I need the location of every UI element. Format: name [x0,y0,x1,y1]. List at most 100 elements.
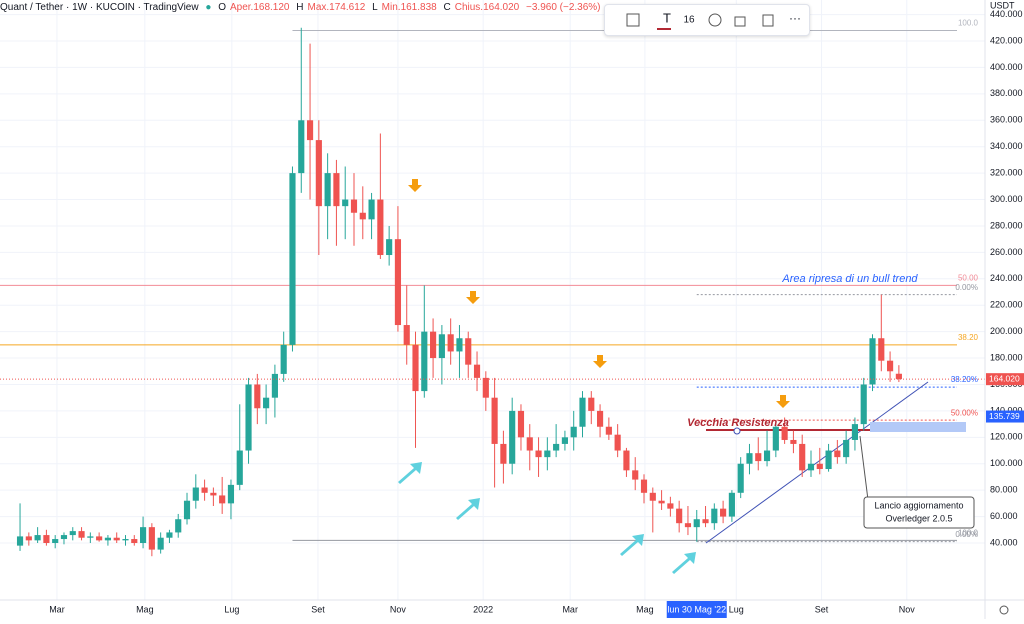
trend-line [705,381,929,544]
candle-body [676,508,683,524]
x-tick-label: Set [311,604,325,614]
y-tick-label: 400.000 [990,62,1023,72]
candle-body [834,450,841,458]
candle-body [227,484,235,504]
drawing-toolbar: T 16 ··· [604,4,810,36]
up-arrow [620,534,644,556]
candle-body [69,531,76,536]
candle-body [649,492,656,501]
level-label: 100.0 [958,19,979,28]
candle-body [711,508,718,524]
highlight-zone [870,422,966,432]
candle-body [271,373,278,398]
ohlc-high: Max.174.612 [307,2,366,13]
candle-body [377,199,384,256]
price-tag [986,373,1024,386]
candle-body [87,536,94,538]
candle-body [254,384,261,409]
candle-body [702,519,709,524]
text-icon[interactable]: T [663,10,671,25]
candle-body [113,537,120,541]
candle-body [104,537,111,541]
candle-body [438,334,445,359]
candle-body [851,424,859,440]
annotation: Vecchia Resistenza [687,417,789,429]
level-label: 50.00% [951,408,978,417]
font-size[interactable]: 16 [683,15,695,26]
settings-icon[interactable] [708,13,722,27]
y-tick-label: 120.000 [990,432,1023,442]
y-tick-label: 420.000 [990,35,1023,45]
candle-body [236,450,243,485]
level-label: 0.00% [955,530,978,539]
y-tick-label: 200.000 [990,326,1023,336]
x-tick-label: Lug [224,604,239,614]
candle-body [737,463,744,493]
candle-body [359,212,366,220]
candle-body [596,410,604,427]
down-arrow [593,355,607,368]
candle-body [755,453,762,462]
ohlc-key: C [443,2,451,13]
candle-body [183,500,191,520]
price-tag-label: 164.020 [989,373,1020,383]
y-tick-label: 360.000 [990,115,1023,125]
y-tick-label: 280.000 [990,220,1023,230]
candle-body [526,437,533,451]
candles [0,27,985,557]
candle-body [298,120,305,174]
lock-icon[interactable] [734,16,746,27]
level-label: 50.00 [958,274,979,283]
candle-body [746,453,753,464]
candle-body [667,503,674,509]
candle-body [210,492,217,496]
more-icon[interactable]: ··· [789,11,801,25]
candle-body [473,364,481,378]
header: Quant / Tether · 1W · KUCOIN · TradingVi… [0,2,605,13]
ohlc-close: Chius.164.020 [454,2,520,13]
settings-icon[interactable] [999,605,1009,615]
candle-body [887,360,894,372]
candle-body [175,519,182,533]
down-arrow [776,395,790,408]
crosshair-tag [666,601,727,618]
candle-body [579,397,586,427]
candle-body [825,450,832,470]
candle-body [324,173,331,207]
candle-body [491,397,498,444]
candle-body [720,508,727,517]
candle-body [869,338,876,385]
x-tick-label: Nov [390,604,407,614]
y-tick-label: 300.000 [990,194,1023,204]
candle-body [632,470,639,480]
delete-icon[interactable] [762,14,774,27]
annotation: Lancio aggiornamento [874,500,963,510]
down-arrow [466,291,480,304]
y-tick-label: 240.000 [990,273,1023,283]
candle-body [412,344,419,392]
group-icon[interactable] [626,13,640,27]
x-tick-label: Nov [899,604,916,614]
down-arrow [408,179,422,192]
y-tick-label: 340.000 [990,141,1023,151]
candle-body [465,338,472,365]
candle-body [192,487,199,501]
x-tick-label: Mar [562,604,578,614]
candle-body [333,173,340,207]
y-tick-label: 380.000 [990,88,1023,98]
candle-body [386,239,393,256]
candle-body [693,519,700,528]
candle-body [289,173,296,345]
candle-body [500,443,507,464]
candle-body [658,500,665,504]
ohlc-change: −3.960 (−2.36%) [526,2,601,13]
candle-body [166,532,173,538]
candle-body [843,439,850,458]
candle-body [25,536,32,541]
candle-body [280,344,287,374]
candle-body [605,426,612,435]
level-label: 100.0 [958,528,979,537]
price-tag-label: 135.739 [989,411,1020,421]
y-tick-label: 140.000 [990,405,1023,415]
